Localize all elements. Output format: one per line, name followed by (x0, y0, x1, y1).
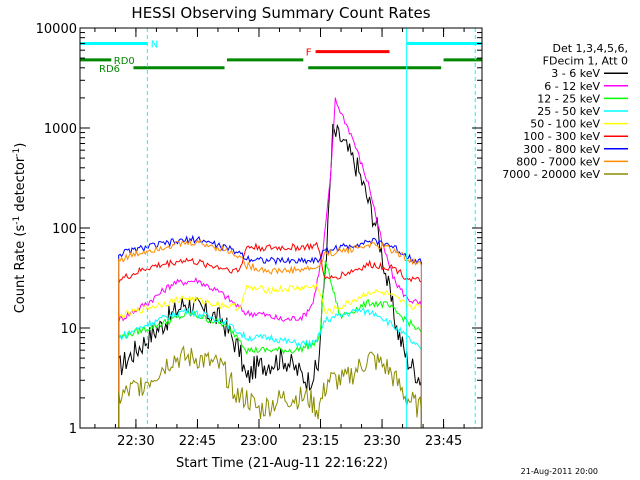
y-tick-label: 100 (52, 222, 77, 237)
x-tick-label: 23:15 (302, 434, 339, 449)
series-line (118, 345, 422, 428)
chart-title: HESSI Observing Summary Count Rates (131, 4, 430, 22)
y-tick-label: 10000 (36, 22, 77, 37)
x-tick-label: 23:00 (240, 434, 277, 449)
x-tick-label: 23:30 (363, 434, 400, 449)
y-axis-ticks: 1 10 100 1000 10000 (36, 22, 482, 437)
series-line (118, 123, 422, 428)
legend-entry: 3 - 6 keV (551, 67, 600, 80)
x-tick-label: 22:45 (179, 434, 216, 449)
x-axis-ticks: 22:30 22:45 23:00 23:15 23:30 23:45 (94, 28, 465, 449)
legend-entry: 100 - 300 keV (523, 130, 600, 143)
y-tick-label: 1000 (44, 122, 77, 137)
series-line (118, 307, 422, 428)
x-axis-label: Start Time (21-Aug-11 22:16:22) (176, 456, 388, 471)
legend-entry: 50 - 100 keV (530, 118, 600, 131)
series-line (118, 97, 422, 428)
legend: Det 1,3,4,5,6,FDecim 1, Att 03 - 6 keV6 … (502, 42, 628, 181)
flag-bar-label: RD0 (114, 56, 135, 67)
legend-entry: 12 - 25 keV (537, 92, 600, 105)
legend-entry: 800 - 7000 keV (516, 155, 600, 168)
legend-entry: 300 - 800 keV (523, 143, 600, 156)
x-tick-label: 22:30 (117, 434, 154, 449)
series-line (118, 238, 422, 428)
footer-date: 21-Aug-2011 20:00 (521, 467, 598, 476)
flag-bar-label: N (151, 39, 158, 50)
series-line (118, 234, 422, 428)
legend-entry: 7000 - 20000 keV (502, 168, 600, 181)
y-axis-label: Count Rate (s-1 detector-1) (12, 143, 28, 314)
legend-entry: 6 - 12 keV (544, 80, 600, 93)
legend-header: Det 1,3,4,5,6, (552, 42, 628, 55)
series-line (118, 283, 422, 428)
series-line (118, 260, 422, 428)
y-tick-label: 10 (60, 322, 77, 337)
x-tick-label: 23:45 (425, 434, 462, 449)
legend-entry: 25 - 50 keV (537, 105, 600, 118)
y-tick-label: 1 (69, 422, 77, 437)
flag-bar-label: RD6 (99, 64, 120, 75)
series-line (118, 241, 422, 428)
series-lines (118, 97, 422, 428)
legend-header: FDecim 1, Att 0 (543, 55, 628, 68)
flag-bar-label: F (306, 48, 312, 59)
